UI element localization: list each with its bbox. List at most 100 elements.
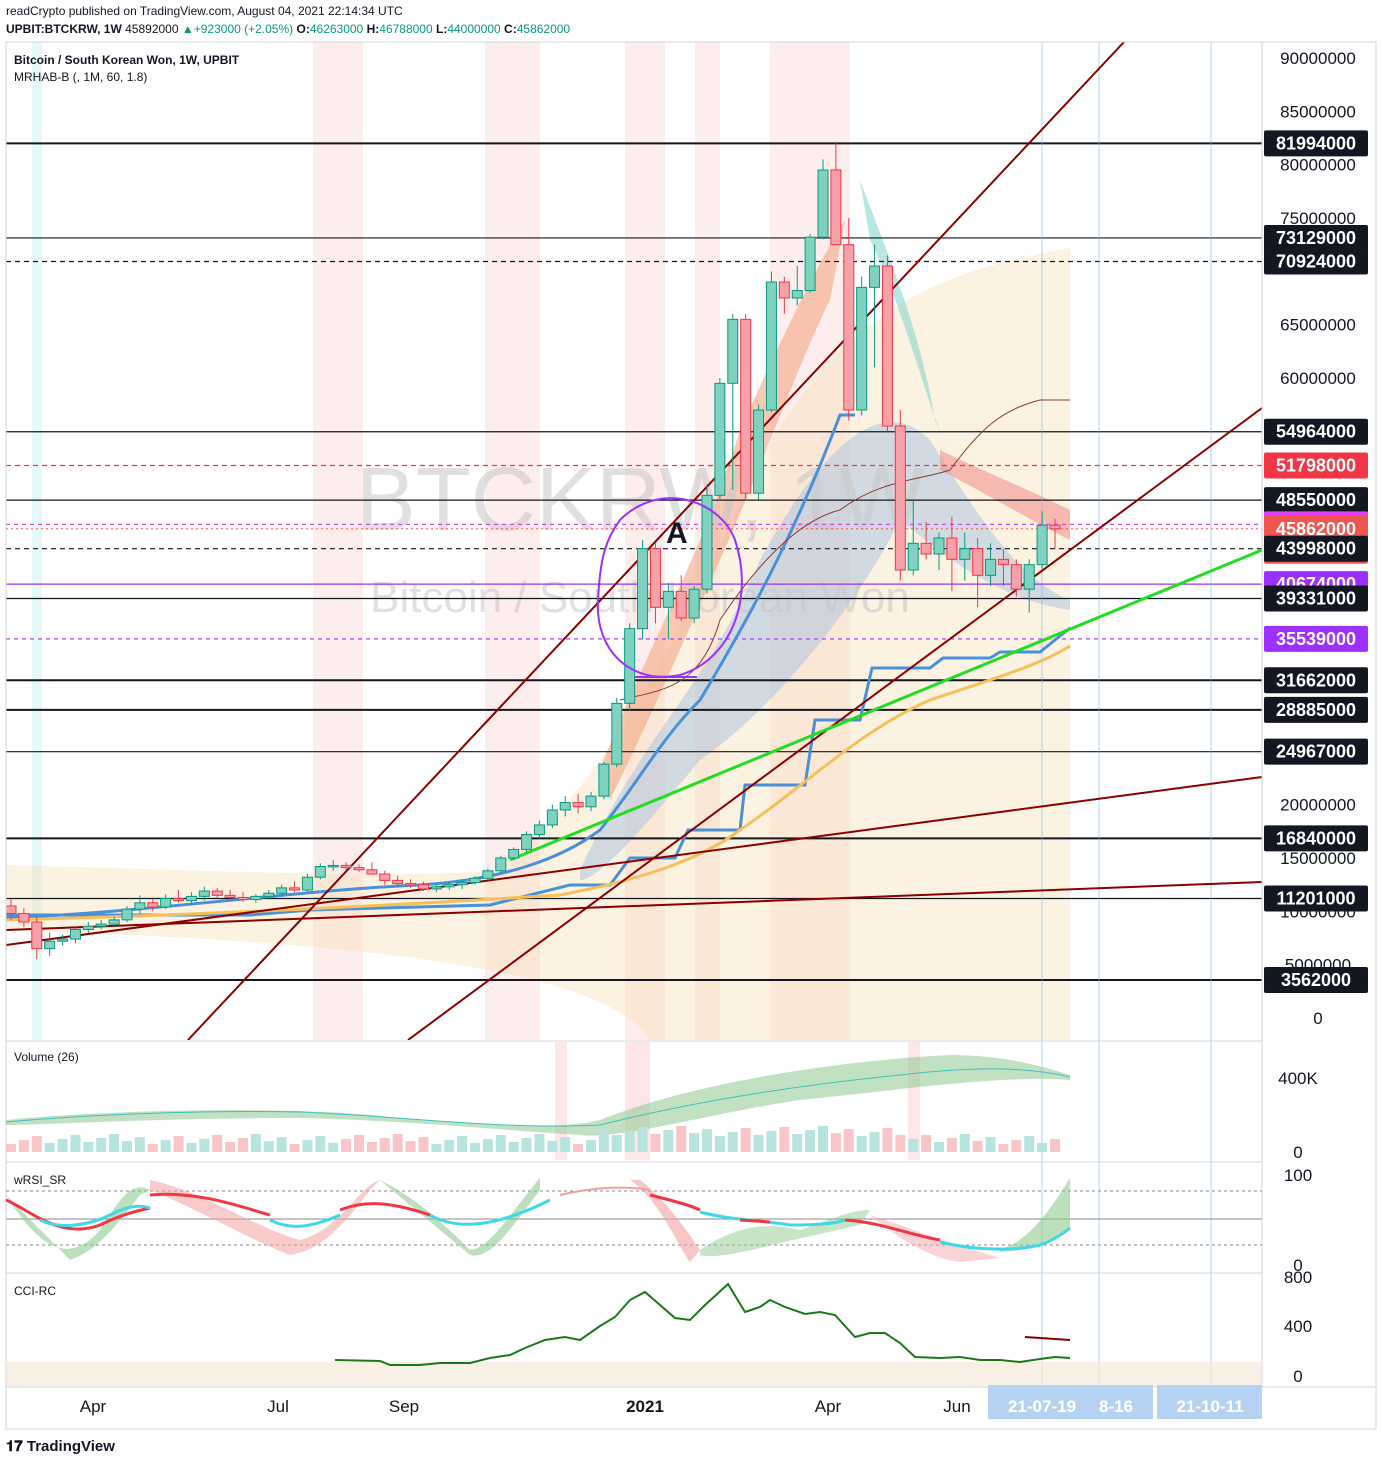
low-trendline <box>6 776 1262 946</box>
volume-bar <box>482 1139 493 1152</box>
annotation-label: A <box>666 517 688 550</box>
volume-bar <box>354 1135 364 1152</box>
level-label-bg <box>1264 452 1368 479</box>
trendlines <box>6 42 1262 1040</box>
volume-bar <box>457 1136 468 1152</box>
volume-bar <box>611 1135 622 1152</box>
volume-bar <box>212 1135 223 1152</box>
close-label: C: <box>504 22 517 36</box>
time-tick-label: Jun <box>943 1397 970 1416</box>
candle-body <box>546 809 558 826</box>
volume-bar <box>856 1136 867 1152</box>
candle-body <box>701 494 713 590</box>
volume-bar <box>276 1137 287 1152</box>
level-label-bg <box>1264 825 1368 852</box>
level-label-text: 43998000 <box>1276 539 1356 559</box>
candle-body <box>521 834 533 850</box>
candle-body <box>198 890 210 897</box>
candle-body <box>289 887 301 891</box>
volume-bar <box>766 1131 777 1152</box>
low-label: L: <box>435 22 448 36</box>
time-tick-label: Jul <box>267 1397 289 1416</box>
time-tick-label: 21-10-11 <box>1176 1397 1243 1416</box>
volume-bar <box>934 1142 944 1152</box>
candle-body <box>830 169 842 246</box>
level-label-text: 51798000 <box>1276 455 1356 475</box>
volume-bar <box>895 1135 906 1152</box>
date-range-highlight <box>1157 1385 1262 1419</box>
level-label-text: 39331000 <box>1276 588 1356 608</box>
volume-bar <box>869 1132 880 1152</box>
level-label-text: 11201000 <box>1276 889 1355 909</box>
mid-trendline <box>407 407 1262 1040</box>
level-label-bg <box>1264 224 1368 251</box>
level-label-bg <box>1264 130 1368 157</box>
candle-body <box>572 802 584 808</box>
candle-body <box>585 795 597 808</box>
candle-body <box>843 244 855 411</box>
wrsi-pane <box>6 1178 1262 1262</box>
volume-bar <box>573 1144 584 1152</box>
time-tick-label: Apr <box>815 1397 842 1416</box>
candle-body <box>959 548 971 560</box>
level-label-bg <box>1264 667 1368 694</box>
candle-body <box>688 588 700 619</box>
level-label-text: 81994000 <box>1276 133 1356 153</box>
volume-bar <box>714 1136 725 1152</box>
volume-bar <box>972 1141 983 1152</box>
level-label-bg <box>1264 625 1368 652</box>
candle-body <box>920 542 932 555</box>
candle-body <box>44 940 56 950</box>
candle-body <box>1023 564 1035 590</box>
candlesticks <box>6 143 1061 960</box>
symbol-name: UPBIT:BTCKRW, 1W <box>6 22 122 36</box>
tradingview-logo[interactable]: 𝟏𝟕 TradingView <box>6 1438 115 1455</box>
volume-bar <box>238 1138 248 1152</box>
candle-body <box>495 857 507 872</box>
level-label-text: 48550000 <box>1276 490 1356 510</box>
volume-bar <box>173 1136 184 1152</box>
time-tick-label: 21-07-19 <box>1008 1397 1076 1416</box>
tradingview-brand: TradingView <box>26 1438 115 1455</box>
candle-body <box>121 908 133 921</box>
volume-bar <box>31 1136 42 1152</box>
last-price: 45892000 <box>125 22 179 36</box>
candle-body <box>508 848 520 859</box>
candle-body <box>185 895 197 902</box>
price-tick-label: 75000000 <box>1280 209 1356 228</box>
candle-body <box>482 870 494 879</box>
time-axis[interactable]: Apr Jul Sep 2021 Apr Jun 21-07-19 8-16 21-10-11 <box>80 1385 1262 1419</box>
candle-body <box>533 824 545 836</box>
candle-body <box>469 877 481 884</box>
level-label-text: 3562000 <box>1281 970 1351 990</box>
candle-body <box>224 894 236 898</box>
candle-body <box>714 382 726 496</box>
level-label-text: 24967000 <box>1276 742 1356 762</box>
candle-body <box>134 902 146 910</box>
volume-bar <box>444 1140 455 1152</box>
volume-bar <box>1011 1140 1022 1152</box>
candle-body <box>907 542 919 571</box>
candle-body <box>881 265 893 427</box>
volume-bar <box>998 1144 1009 1152</box>
candle-body <box>314 866 326 878</box>
annotation-a: A <box>596 497 743 678</box>
volume-bar <box>650 1134 661 1152</box>
volume-bar <box>689 1133 700 1152</box>
volume-bar <box>186 1143 197 1152</box>
open-label: O: <box>296 22 310 36</box>
volume-bar <box>109 1134 120 1152</box>
price-tick-label: 85000000 <box>1280 102 1356 121</box>
vertical-date-lines <box>1041 42 1212 1387</box>
candle-body <box>856 286 868 411</box>
candle-body <box>69 928 81 940</box>
indicator-clouds <box>6 180 1070 1040</box>
volume-bar <box>379 1138 390 1152</box>
candle-body <box>1036 524 1048 566</box>
volume-bar <box>418 1137 429 1152</box>
level-label-bg <box>1264 248 1368 275</box>
volume-bar <box>508 1142 519 1152</box>
volume-bar <box>534 1134 545 1152</box>
